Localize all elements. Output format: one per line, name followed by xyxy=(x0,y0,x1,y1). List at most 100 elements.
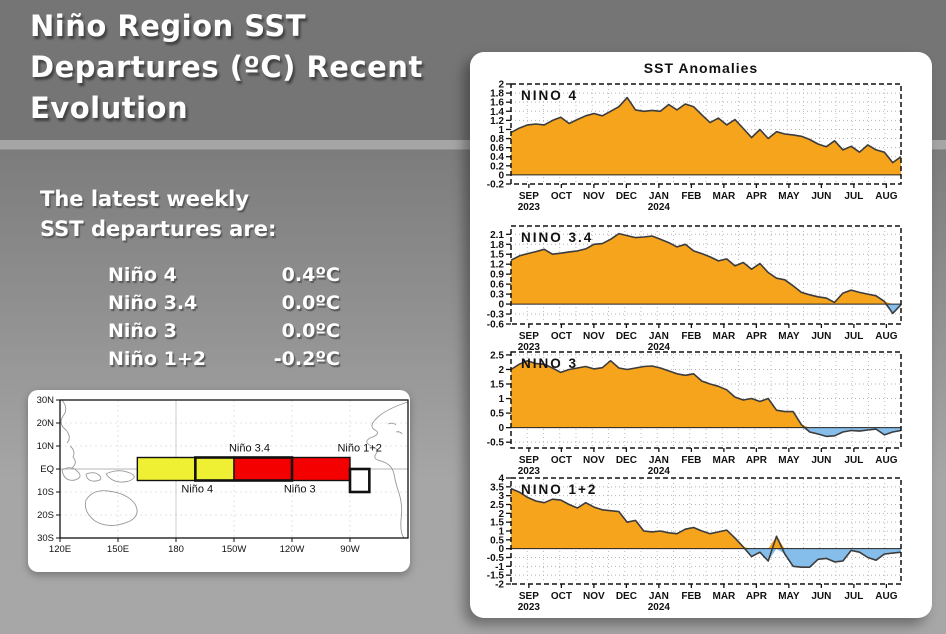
x-tick-label: OCT xyxy=(551,331,572,342)
x-tick-label: APR xyxy=(746,191,768,202)
x-tick-label: MAR xyxy=(712,191,736,202)
x-tick-label: APR xyxy=(746,331,768,342)
map-lat-label: 30S xyxy=(37,533,54,544)
title-line-2: Departures (ºC) Recent xyxy=(30,50,423,84)
x-tick-label: DEC xyxy=(616,331,637,342)
y-tick-label: 3 xyxy=(498,491,504,502)
area-positive xyxy=(511,97,901,175)
x-tick-label: MAR xyxy=(712,455,736,466)
region-box-nino-1-2 xyxy=(348,467,371,494)
map-lat-label: 20N xyxy=(37,418,55,429)
map-lat-label: 10S xyxy=(37,487,54,498)
x-tick-label: SEP xyxy=(519,331,539,342)
map-lat-label: 30N xyxy=(37,395,55,406)
map-lon-label: 120E xyxy=(49,544,71,555)
x-tick-year: 2023 xyxy=(518,202,541,213)
x-tick-label: FEB xyxy=(681,455,701,466)
y-tick-label: 0.6 xyxy=(490,143,504,154)
y-tick-label: 0.8 xyxy=(490,134,504,145)
area-negative xyxy=(511,304,901,314)
y-tick-label: 1 xyxy=(498,527,504,538)
series-name-label: NINO 4 xyxy=(521,88,578,103)
x-tick-label: JAN xyxy=(649,455,669,466)
x-tick-label: FEB xyxy=(681,331,701,342)
y-tick-label: 1.4 xyxy=(490,107,504,118)
x-tick-label: FEB xyxy=(681,191,701,202)
x-tick-label: DEC xyxy=(616,191,637,202)
map-lon-label: 90W xyxy=(340,544,360,555)
map-coastline xyxy=(366,401,409,539)
y-tick-label: -0.5 xyxy=(487,438,505,449)
region-label-nino-3: Niño 3 xyxy=(284,484,316,496)
x-tick-label: JUL xyxy=(844,331,863,342)
x-tick-label: MAY xyxy=(778,591,800,602)
x-tick-label: SEP xyxy=(519,191,539,202)
departures-table: Niño 4 0.4ºC Niño 3.4 0.0ºC Niño 3 0.0ºC Niño … xyxy=(108,261,340,373)
x-tick-label: AUG xyxy=(875,455,897,466)
map-lon-label: 150W xyxy=(222,544,247,555)
y-tick-label: -0.6 xyxy=(487,320,505,331)
x-tick-label: OCT xyxy=(551,191,572,202)
region-label-nino-4: Niño 4 xyxy=(181,484,213,496)
region-value: -0.2ºC xyxy=(273,348,340,370)
region-label: Niño 1+2 xyxy=(108,348,206,370)
x-tick-year: 2023 xyxy=(518,342,541,353)
y-tick-label: -1 xyxy=(495,562,504,573)
curve xyxy=(510,487,902,568)
departure-row: Niño 4 0.4ºC xyxy=(108,261,340,289)
x-tick-label: MAY xyxy=(778,191,800,202)
departure-row: Niño 3 0.0ºC xyxy=(108,317,340,345)
y-tick-label: 1.8 xyxy=(490,240,504,251)
y-tick-label: 2.1 xyxy=(490,230,504,241)
series-name-label: NINO 3.4 xyxy=(521,230,593,245)
x-tick-year: 2023 xyxy=(518,602,541,613)
map-coastline xyxy=(105,470,135,483)
series-name-label: NINO 1+2 xyxy=(521,482,597,497)
y-tick-label: 0 xyxy=(498,300,504,311)
y-tick-label: 1 xyxy=(498,125,504,136)
map-lat-label: 10N xyxy=(37,441,55,452)
intro-line-2: SST departures are: xyxy=(40,217,277,241)
y-tick-label: 2 xyxy=(498,509,504,520)
y-tick-label: 1.5 xyxy=(490,518,504,529)
x-tick-label: JUN xyxy=(811,455,831,466)
y-tick-label: 0.6 xyxy=(490,280,504,291)
y-tick-label: -1.5 xyxy=(487,571,505,582)
departure-row: Niño 3.4 0.0ºC xyxy=(108,289,340,317)
title-line-3: Evolution xyxy=(30,91,189,125)
y-tick-label: 1.5 xyxy=(490,250,504,261)
curve xyxy=(510,359,902,438)
nino-regions-map-card: Niño 4 Niño 3 Niño 3.4 Niño 1+2 30N 20N 10N EQ 1… xyxy=(28,390,410,572)
x-tick-label: AUG xyxy=(875,591,897,602)
map-lon-label: 180 xyxy=(168,544,184,555)
plot-border xyxy=(510,351,902,449)
map-coastline xyxy=(395,431,403,435)
x-tick-label: JAN xyxy=(649,591,669,602)
y-tick-label: 1.8 xyxy=(490,89,504,100)
x-tick-label: OCT xyxy=(551,591,572,602)
curve xyxy=(510,96,902,164)
region-value: 0.4ºC xyxy=(281,264,340,286)
x-tick-label: JUL xyxy=(844,191,863,202)
intro-line-1: The latest weekly xyxy=(40,187,250,211)
area-positive xyxy=(511,360,901,428)
map-coastline xyxy=(60,399,70,444)
x-tick-year: 2024 xyxy=(648,202,671,213)
map-coastline xyxy=(84,490,138,526)
y-tick-label: 1.5 xyxy=(490,380,504,391)
y-tick-label: 0 xyxy=(498,423,504,434)
y-tick-label: 0 xyxy=(498,170,504,181)
y-tick-label: 2.5 xyxy=(490,500,504,511)
y-tick-label: 2 xyxy=(498,80,504,91)
map-lon-label: 150E xyxy=(107,544,129,555)
x-tick-label: JUL xyxy=(844,455,863,466)
x-tick-year: 2024 xyxy=(648,342,671,353)
y-tick-label: -0.3 xyxy=(487,310,505,321)
x-tick-label: DEC xyxy=(616,455,637,466)
y-tick-label: 0.2 xyxy=(490,161,504,172)
region-box-nino-3-4 xyxy=(194,456,294,482)
x-tick-label: JUN xyxy=(811,191,831,202)
